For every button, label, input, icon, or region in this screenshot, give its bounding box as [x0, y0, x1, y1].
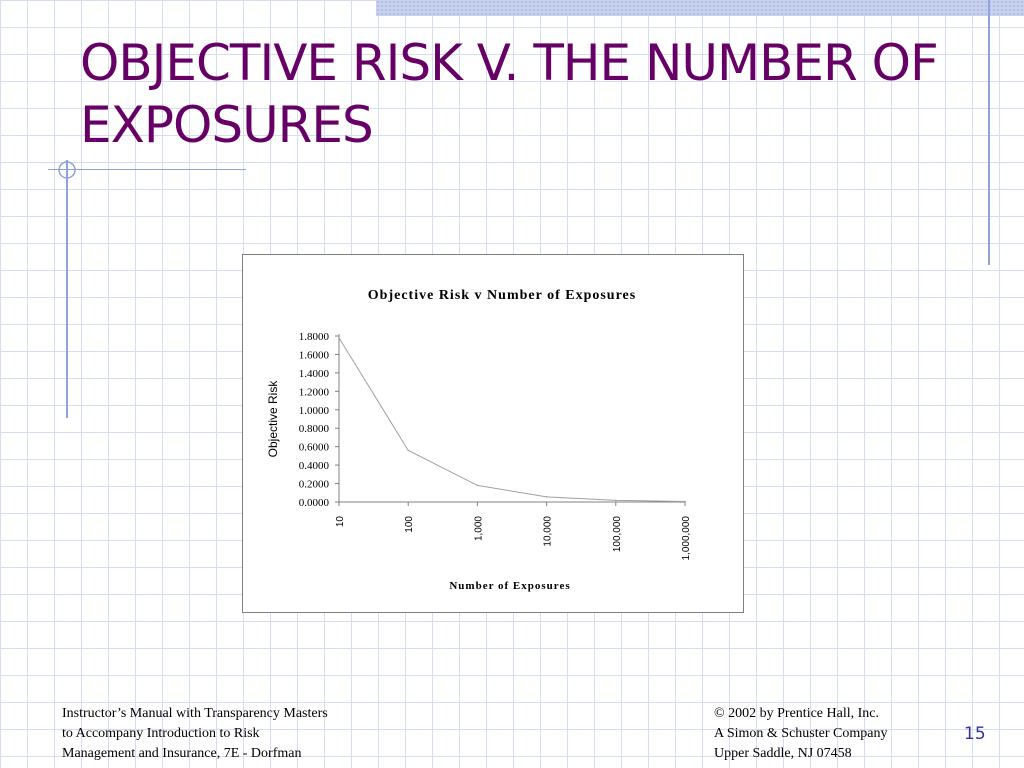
footer-right-line-1: © 2002 by Prentice Hall, Inc. — [714, 706, 879, 721]
footer-right-line-3: Upper Saddle, NJ 07458 — [714, 746, 852, 761]
footer-left-line-2: to Accompany Introduction to Risk — [62, 726, 260, 741]
slide-number: 15 — [964, 724, 986, 744]
x-tick-label: 10,000 — [543, 516, 554, 547]
y-tick-label: 0.2000 — [299, 479, 330, 491]
footer-left-line-1: Instructor’s Manual with Transparency Ma… — [62, 706, 328, 721]
chart-frame: Objective Risk v Number of Exposures Obj… — [242, 254, 744, 613]
y-axis-label: Objective Risk — [266, 380, 280, 458]
data-point — [407, 449, 409, 452]
y-tick-label: 1.0000 — [299, 405, 330, 417]
objective-risk-chart: Objective Risk v Number of Exposures Obj… — [266, 288, 692, 592]
data-point — [684, 500, 686, 503]
footer-left: Instructor’s Manual with Transparency Ma… — [62, 704, 328, 764]
objective-risk-series-line — [338, 337, 686, 502]
title-underline — [48, 169, 246, 170]
footer-left-line-3: Management and Insurance, 7E - Dorfman — [62, 746, 302, 761]
y-tick-label: 0.6000 — [299, 442, 330, 454]
top-decorative-band — [376, 0, 1024, 16]
y-tick-label: 1.2000 — [299, 386, 330, 398]
footer-right: © 2002 by Prentice Hall, Inc. A Simon & … — [714, 704, 887, 764]
crosshair-ornament — [58, 161, 76, 179]
data-point — [476, 484, 479, 487]
data-point — [545, 496, 548, 498]
data-point — [615, 499, 617, 502]
plot-area: 0.0000 0.2000 0.4000 0.6000 0.8000 1.0000 1.20… — [299, 331, 692, 561]
x-axis-label: Number of Exposures — [449, 580, 570, 592]
footer-right-line-2: A Simon & Schuster Company — [714, 726, 888, 741]
slide-title: OBJECTIVE RISK V. THE NUMBER OF EXPOSURE… — [80, 34, 939, 154]
y-tick-label: 0.4000 — [299, 460, 330, 472]
chart-title: Objective Risk v Number of Exposures — [368, 288, 636, 303]
left-decorative-line — [66, 160, 68, 418]
x-tick-label: 100 — [404, 516, 415, 533]
x-tick-label: 10 — [335, 516, 346, 528]
right-decorative-line — [988, 0, 990, 265]
data-point — [338, 337, 340, 339]
y-tick-label: 1.8000 — [299, 331, 330, 343]
x-tick-label: 1,000,000 — [681, 516, 692, 561]
x-tick-label: 100,000 — [612, 516, 623, 553]
y-tick-label: 1.4000 — [299, 368, 330, 380]
y-tick-label: 0.0000 — [299, 497, 330, 509]
x-tick-label: 1,000 — [473, 516, 484, 541]
y-tick-label: 0.8000 — [299, 423, 330, 435]
y-tick-label: 1.6000 — [299, 349, 330, 361]
